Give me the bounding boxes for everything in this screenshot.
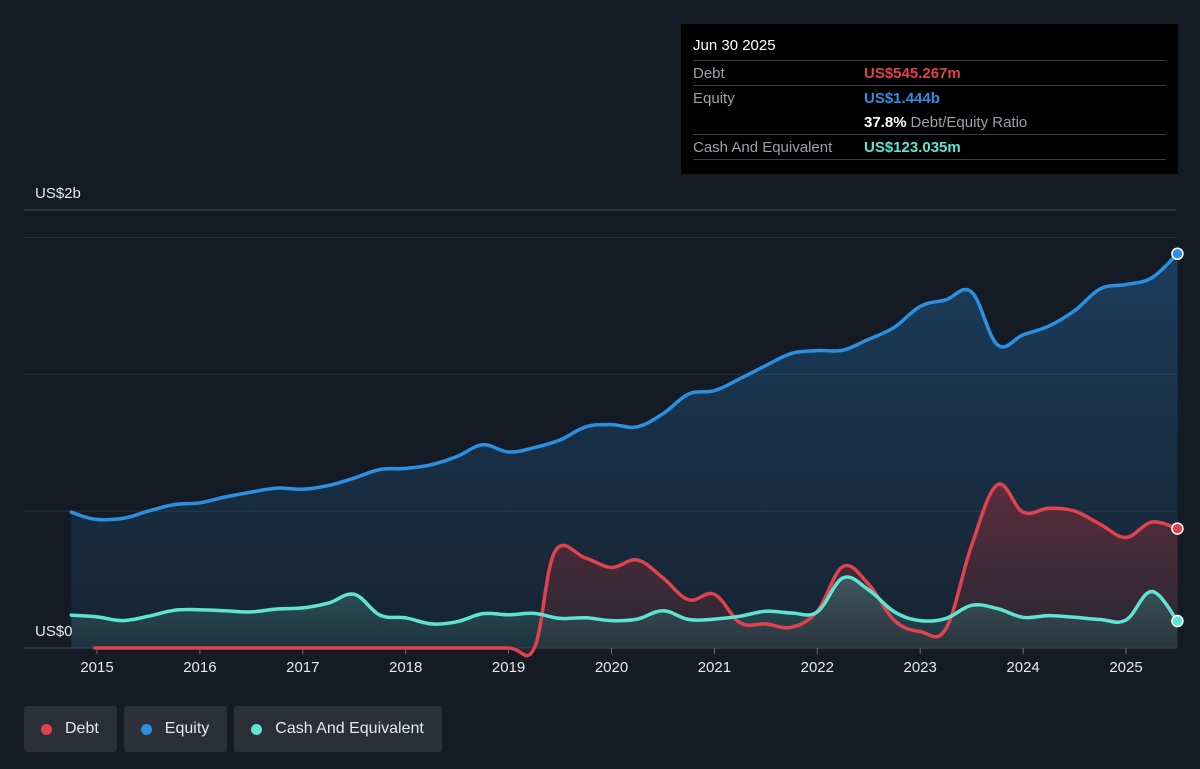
cash-end-marker[interactable] <box>1171 614 1184 628</box>
tooltip-cash-row: Cash And Equivalent US$123.035m <box>693 134 1166 160</box>
chart-legend: Debt Equity Cash And Equivalent <box>24 706 442 752</box>
x-tick-label: 2020 <box>595 659 628 676</box>
tooltip-cash-label: Cash And Equivalent <box>693 138 833 156</box>
legend-debt-label: Debt <box>65 720 99 737</box>
tooltip-ratio-value: 37.8% <box>864 113 907 131</box>
series-areas <box>71 253 1178 656</box>
end-markers <box>1171 247 1184 628</box>
equity-dot-icon <box>140 723 152 735</box>
tooltip-debt-value: US$545.267m <box>864 64 961 82</box>
equity-line <box>69 252 1180 522</box>
tooltip-ratio-label: Debt/Equity Ratio <box>910 113 1028 131</box>
debt-line <box>93 482 1180 658</box>
legend-item-equity[interactable]: Equity <box>123 706 228 752</box>
legend-item-debt[interactable]: Debt <box>24 706 117 752</box>
equity-area <box>71 253 1178 649</box>
x-tick-label: 2018 <box>389 659 422 676</box>
debt-area <box>94 484 1178 656</box>
tooltip-equity-value: US$1.444b <box>864 89 940 107</box>
x-tick-label: 2023 <box>904 659 937 676</box>
equity-end-marker[interactable] <box>1171 247 1184 261</box>
x-tick-label: 2025 <box>1109 659 1142 676</box>
legend-cash-label: Cash And Equivalent <box>275 720 424 737</box>
tooltip-ratio-row: 37.8% Debt/Equity Ratio <box>693 110 1166 134</box>
x-tick-label: 2017 <box>286 659 319 676</box>
series-lines <box>69 252 1180 658</box>
tooltip-debt-row: Debt US$545.267m <box>693 60 1166 85</box>
x-tick-label: 2022 <box>801 659 834 676</box>
legend-item-cash[interactable]: Cash And Equivalent <box>234 706 442 752</box>
tooltip-date: Jun 30 2025 <box>693 37 776 54</box>
hover-tooltip: Jun 30 2025 Debt US$545.267m Equity US$1… <box>681 24 1178 174</box>
cash-dot-icon <box>251 723 263 735</box>
legend-equity-label: Equity <box>164 720 210 737</box>
x-tick-label: 2016 <box>183 659 216 676</box>
y-axis-bottom-label: US$0 <box>35 623 73 640</box>
x-tick-label: 2015 <box>80 659 113 676</box>
tooltip-equity-label: Equity <box>693 89 735 107</box>
x-axis-ticks: 2015 2016 2017 2018 2019 2020 2021 2022 2023 2024… <box>80 648 1143 676</box>
debt-dot-icon <box>41 723 52 735</box>
x-tick-label: 2024 <box>1006 659 1039 676</box>
x-tick-label: 2019 <box>492 659 525 676</box>
x-tick-label: 2021 <box>698 659 731 676</box>
tooltip-debt-label: Debt <box>693 64 725 82</box>
tooltip-cash-value: US$123.035m <box>864 138 961 156</box>
cash-line <box>69 575 1180 626</box>
debt-end-marker[interactable] <box>1171 522 1184 535</box>
tooltip-equity-row: Equity US$1.444b <box>693 85 1166 110</box>
y-axis-top-label: US$2b <box>35 185 81 202</box>
